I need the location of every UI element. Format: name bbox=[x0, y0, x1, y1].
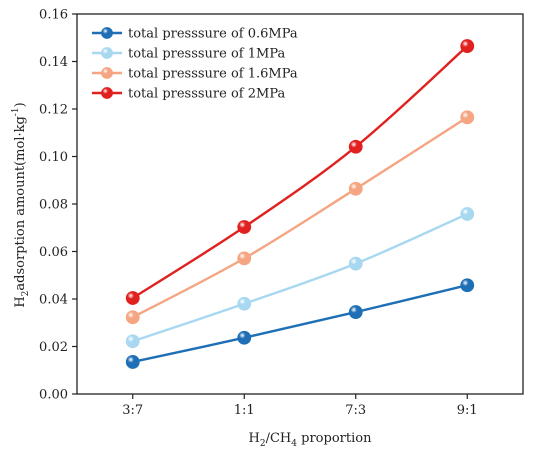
series-4 bbox=[125, 39, 475, 305]
series-1 bbox=[125, 278, 475, 369]
y-tick-label: 0.06 bbox=[39, 245, 68, 260]
data-point bbox=[348, 305, 363, 319]
data-point bbox=[125, 355, 140, 369]
data-point bbox=[460, 110, 475, 125]
series-line bbox=[132, 116, 468, 319]
legend-label: total presssure of 1MPa bbox=[128, 47, 285, 62]
legend-label: total presssure of 0.6MPa bbox=[128, 27, 298, 42]
series-2 bbox=[125, 207, 475, 349]
data-point bbox=[125, 334, 140, 349]
series-line bbox=[132, 212, 468, 343]
x-axis-title: H2/CH4 proportion bbox=[249, 431, 373, 449]
data-point bbox=[460, 278, 475, 293]
data-point bbox=[237, 220, 252, 234]
y-tick-label: 0.16 bbox=[39, 8, 68, 23]
legend-marker bbox=[101, 87, 113, 99]
data-point bbox=[348, 139, 363, 154]
series-group bbox=[125, 39, 475, 369]
legend-marker bbox=[101, 27, 113, 39]
x-axis: 3:7 1:1 7:3 9:1 bbox=[122, 394, 478, 418]
x-tick-label: 7:3 bbox=[345, 403, 366, 418]
legend-item: total presssure of 1.6MPa bbox=[92, 67, 298, 82]
y-axis: 0.00 0.02 0.04 0.06 0.08 0.10 0.12 0.14 0.16 bbox=[39, 8, 77, 403]
data-point bbox=[460, 207, 475, 221]
y-axis-title: H2adsorption amount(mol·kg-1) bbox=[11, 102, 31, 307]
legend-item: total presssure of 0.6MPa bbox=[92, 27, 298, 42]
legend-label: total presssure of 1.6MPa bbox=[128, 67, 298, 82]
data-point bbox=[460, 39, 475, 53]
legend-item: total presssure of 1MPa bbox=[92, 47, 285, 62]
y-tick-label: 0.10 bbox=[39, 150, 68, 165]
x-tick-label: 1:1 bbox=[234, 403, 255, 418]
data-point bbox=[125, 310, 140, 325]
y-tick-label: 0.02 bbox=[39, 340, 68, 355]
legend-marker bbox=[101, 47, 113, 59]
x-tick-label: 3:7 bbox=[122, 403, 143, 418]
series-line bbox=[132, 45, 469, 300]
legend: total presssure of 0.6MPa total presssure… bbox=[92, 27, 298, 102]
legend-item: total presssure of 2MPa bbox=[92, 87, 285, 102]
y-tick-label: 0.08 bbox=[39, 198, 68, 213]
x-tick-label: 9:1 bbox=[457, 403, 478, 418]
series-line bbox=[132, 284, 468, 364]
data-point bbox=[348, 181, 363, 196]
data-point bbox=[237, 330, 252, 345]
data-point bbox=[237, 296, 252, 311]
series-3 bbox=[125, 110, 475, 325]
data-point bbox=[125, 291, 140, 305]
y-tick-label: 0.12 bbox=[39, 103, 68, 118]
legend-label: total presssure of 2MPa bbox=[128, 87, 285, 102]
plot-area: 0.00 0.02 0.04 0.06 0.08 0.10 0.12 0.14 0.16 3:7… bbox=[39, 8, 524, 418]
y-tick-label: 0.04 bbox=[39, 293, 68, 308]
legend-marker bbox=[101, 67, 113, 79]
data-point bbox=[237, 251, 252, 266]
y-tick-label: 0.00 bbox=[39, 388, 68, 403]
data-point bbox=[348, 256, 363, 271]
y-tick-label: 0.14 bbox=[39, 55, 68, 70]
